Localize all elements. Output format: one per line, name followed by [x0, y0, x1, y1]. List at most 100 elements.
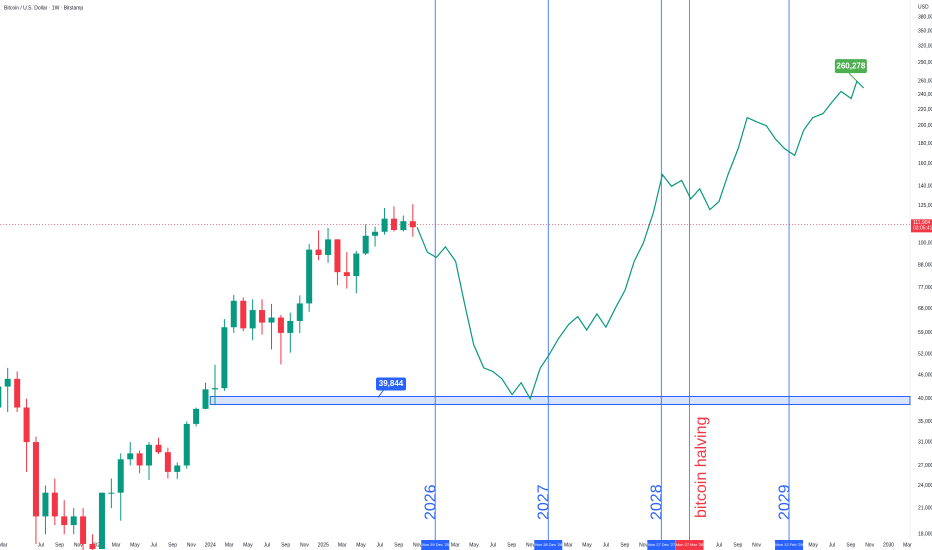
date-label-box — [775, 540, 804, 550]
candle-body — [287, 320, 294, 333]
x-tick-label: Mar — [451, 542, 460, 548]
support-label: 39,844 — [379, 379, 404, 388]
x-tick-label: May — [356, 542, 366, 548]
x-tick-label: Mar — [564, 542, 573, 548]
y-tick-label: 140,000 — [918, 184, 932, 190]
x-tick-label: Nov — [865, 542, 874, 548]
y-tick-label: 260,000 — [918, 79, 932, 85]
candle-body — [0, 386, 2, 408]
peak-label: 260,278 — [836, 61, 865, 70]
x-tick-label: Mar — [225, 542, 234, 548]
x-tick-label: Jul — [37, 542, 43, 548]
x-tick-label: Nov — [74, 542, 83, 548]
candle-body — [32, 442, 39, 517]
candle-body — [343, 272, 350, 277]
date-label-box — [647, 540, 676, 550]
x-tick-label: Sep — [394, 542, 403, 548]
y-tick-label: 350,000 — [918, 28, 932, 34]
support-zone — [209, 395, 911, 405]
last-price-label: 111,904 — [913, 220, 931, 226]
candle-body — [325, 239, 332, 255]
candle-body — [117, 459, 124, 493]
candle-body — [51, 492, 58, 517]
candle-body — [334, 239, 341, 273]
y-tick-label: 100,000 — [918, 241, 932, 247]
vertical-line-text: 2029 — [776, 484, 793, 520]
y-tick-label: 31,000 — [918, 439, 932, 445]
support-pointer — [377, 389, 385, 398]
x-tick-label: Nov — [413, 542, 422, 548]
x-tick-label: Sep — [733, 542, 742, 548]
candle-body — [230, 300, 237, 328]
x-tick-label: Sep — [55, 542, 64, 548]
x-tick-label: Jul — [264, 542, 270, 548]
vertical-line-text: 2028 — [649, 484, 666, 520]
x-tick-label: May — [469, 542, 479, 548]
support-label-box — [376, 377, 406, 391]
candle-body — [174, 465, 181, 472]
projection-line — [416, 80, 865, 401]
x-tick-label: May — [243, 542, 253, 548]
peak-label-box — [834, 59, 867, 74]
candle-body — [212, 388, 219, 390]
candle-body — [277, 317, 284, 333]
y-tick-label: 200,000 — [918, 123, 932, 129]
x-tick-label: Jul — [603, 542, 609, 548]
x-tick-label: Mar — [903, 542, 912, 548]
candle-body — [164, 452, 171, 472]
y-tick-label: 18,000 — [918, 532, 932, 538]
x-tick-label: Nov — [752, 542, 761, 548]
x-tick-label: May — [582, 542, 592, 548]
x-tick-label: Jul — [151, 542, 157, 548]
y-tick-label: 220,000 — [918, 107, 932, 113]
x-tick-label: Mar — [0, 542, 8, 548]
x-tick-label: Sep — [507, 542, 516, 548]
x-tick-label: Jul — [716, 542, 722, 548]
x-tick-label: Jul — [829, 542, 835, 548]
candle-body — [409, 221, 416, 228]
y-tick-label: 68,000 — [918, 306, 932, 312]
y-tick-label: 88,000 — [918, 262, 932, 268]
date-label: Mon 27 Dec '27 — [647, 542, 676, 547]
candle-body — [362, 235, 369, 254]
candle-body — [89, 543, 96, 550]
y-tick-label: 180,000 — [918, 141, 932, 147]
x-tick-label: May — [808, 542, 818, 548]
candle-body — [259, 310, 266, 323]
y-tick-label: 77,000 — [918, 285, 932, 291]
candle-body — [61, 516, 68, 526]
x-tick-label: Nov — [639, 542, 648, 548]
x-tick-label: Sep — [168, 542, 177, 548]
y-tick-label: 40,000 — [918, 396, 932, 402]
candle-body — [4, 378, 11, 387]
x-tick-label: May — [130, 542, 140, 548]
x-tick-label: Jul — [490, 542, 496, 548]
x-tick-label: Jul — [377, 542, 383, 548]
vertical-line-text: 2026 — [422, 484, 439, 520]
candle-body — [98, 492, 105, 550]
candle-body — [315, 249, 322, 255]
candle-body — [372, 231, 379, 236]
x-tick-label: 2023 — [92, 542, 103, 548]
candle-body — [381, 218, 388, 232]
x-tick-label: Nov — [526, 542, 535, 548]
vertical-line-text: bitcoin halving — [693, 417, 710, 518]
candle-body — [296, 303, 303, 321]
date-label: Mon 12 Feb '29 — [775, 542, 803, 547]
x-tick-label: Sep — [620, 542, 629, 548]
y-tick-label: 24,000 — [918, 483, 932, 489]
candle-body — [268, 317, 275, 323]
date-label: Mon 27 Mar '28 — [676, 542, 704, 547]
x-tick-label: 2024 — [205, 542, 216, 548]
candle-body — [221, 327, 228, 389]
candle-body — [23, 407, 30, 443]
candle-body — [42, 492, 49, 517]
date-label-box — [534, 540, 563, 550]
candle-body — [183, 423, 190, 466]
candle-body — [390, 218, 397, 231]
candle-body — [145, 444, 152, 466]
vertical-line-text: 2027 — [535, 484, 552, 520]
y-tick-label: 59,000 — [918, 330, 932, 336]
x-tick-label: Sep — [281, 542, 290, 548]
